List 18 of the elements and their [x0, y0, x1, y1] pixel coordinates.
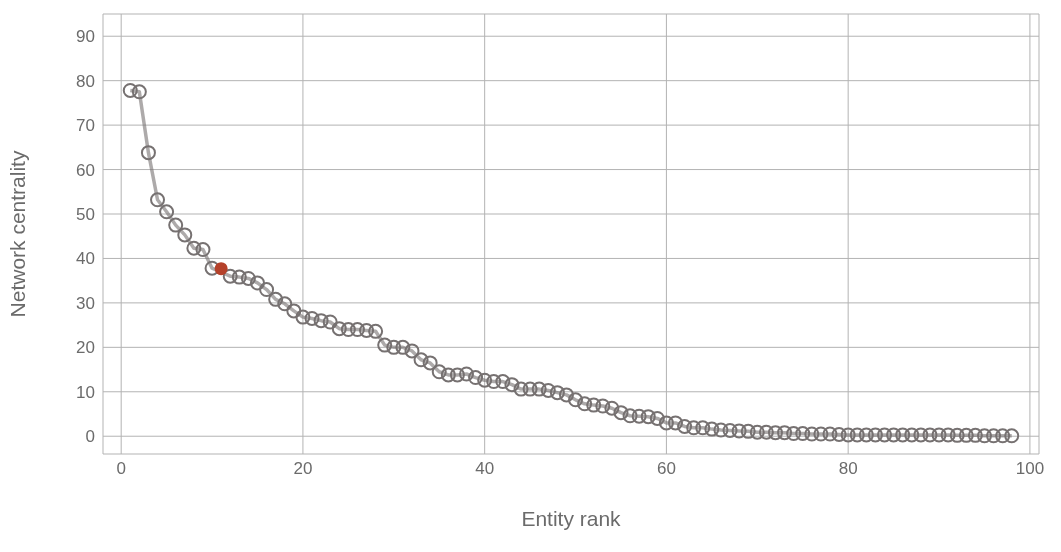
- x-tick-label: 80: [838, 459, 858, 479]
- x-axis-title: Entity rank: [521, 507, 622, 530]
- y-tick-label: 30: [76, 293, 95, 313]
- x-tick-label: 40: [475, 459, 495, 479]
- y-tick-label: 50: [76, 205, 95, 225]
- y-tick-label: 70: [76, 116, 95, 136]
- x-tick-label: 100: [1015, 459, 1045, 479]
- x-tick-label: 0: [116, 459, 126, 479]
- y-tick-label: 0: [85, 427, 95, 447]
- y-tick-label: 90: [76, 27, 95, 47]
- x-tick-label: 20: [293, 459, 313, 479]
- y-tick-label: 80: [76, 71, 95, 91]
- y-tick-label: 40: [76, 249, 95, 269]
- y-tick-label: 20: [76, 338, 95, 358]
- y-tick-label: 10: [76, 382, 95, 402]
- y-axis-title: Network centrality: [6, 150, 30, 318]
- x-tick-label: 60: [656, 459, 676, 479]
- y-tick-label: 60: [76, 160, 95, 180]
